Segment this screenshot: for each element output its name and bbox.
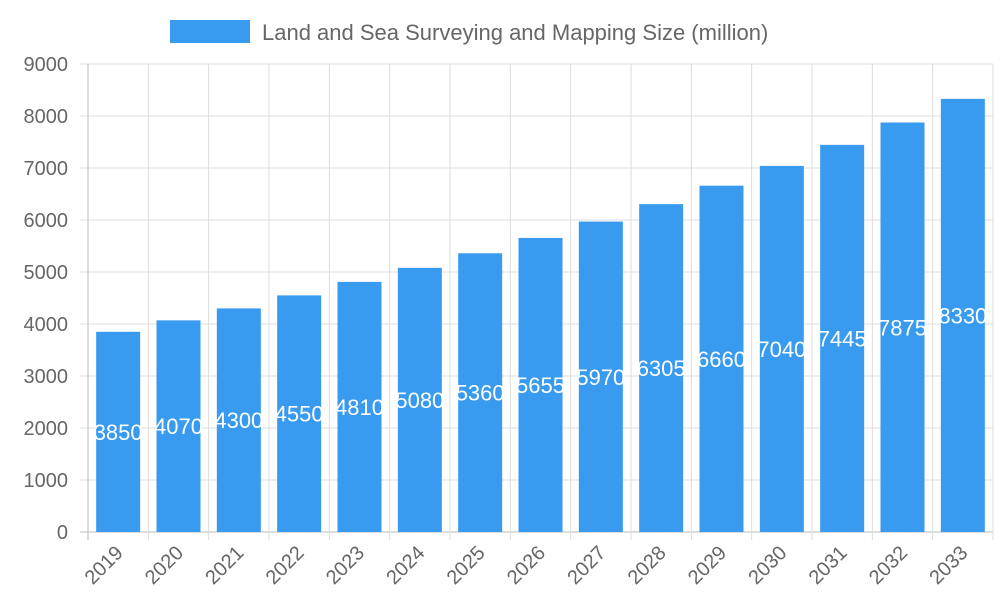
y-tick-label: 0 bbox=[57, 522, 68, 544]
data-label: 5360 bbox=[456, 381, 505, 406]
bar bbox=[880, 122, 925, 532]
bar bbox=[699, 185, 744, 532]
x-tick-label: 2027 bbox=[563, 542, 610, 589]
data-label: 4300 bbox=[214, 408, 263, 433]
data-label: 6305 bbox=[637, 356, 686, 381]
x-tick-label: 2022 bbox=[262, 542, 309, 589]
grid bbox=[80, 63, 994, 540]
y-tick-label: 6000 bbox=[24, 210, 69, 232]
bar bbox=[156, 320, 201, 532]
bar bbox=[759, 165, 804, 533]
data-label: 4810 bbox=[335, 395, 384, 420]
bar bbox=[639, 204, 684, 532]
y-tick-label: 1000 bbox=[24, 470, 69, 492]
x-tick-label: 2032 bbox=[865, 542, 912, 589]
x-tick-label: 2028 bbox=[624, 542, 671, 589]
x-tick-label: 2024 bbox=[382, 542, 429, 589]
legend-label: Land and Sea Surveying and Mapping Size … bbox=[262, 20, 768, 45]
bars bbox=[96, 98, 985, 533]
bar bbox=[820, 144, 865, 533]
data-label: 4550 bbox=[275, 402, 324, 427]
y-tick-label: 5000 bbox=[24, 262, 69, 284]
legend-swatch bbox=[170, 20, 250, 43]
bar bbox=[578, 221, 623, 532]
bar bbox=[458, 253, 503, 532]
x-tick-label: 2025 bbox=[443, 542, 490, 589]
x-tick-label: 2029 bbox=[684, 542, 731, 589]
y-tick-label: 9000 bbox=[24, 54, 69, 76]
data-label: 5080 bbox=[395, 388, 444, 413]
x-tick-label: 2030 bbox=[744, 542, 791, 589]
data-label: 8330 bbox=[938, 303, 987, 328]
data-label: 6660 bbox=[697, 347, 746, 372]
bar bbox=[397, 267, 442, 532]
x-tick-label: 2021 bbox=[201, 542, 248, 589]
bar bbox=[216, 308, 261, 532]
y-tick-label: 8000 bbox=[24, 106, 69, 128]
y-tick-label: 4000 bbox=[24, 314, 69, 336]
data-label: 4070 bbox=[154, 414, 203, 439]
bar bbox=[96, 331, 141, 532]
y-tick-label: 2000 bbox=[24, 418, 69, 440]
x-tick-label: 2020 bbox=[141, 542, 188, 589]
data-label: 3850 bbox=[94, 420, 143, 445]
x-tick-label: 2019 bbox=[81, 542, 128, 589]
bar bbox=[277, 295, 322, 532]
bar bbox=[337, 281, 382, 532]
x-tick-label: 2023 bbox=[322, 542, 369, 589]
data-label: 7040 bbox=[757, 337, 806, 362]
x-tick-label: 2026 bbox=[503, 542, 550, 589]
bar bbox=[518, 237, 563, 532]
data-label: 7445 bbox=[818, 326, 867, 351]
data-labels: 3850 4070 4300 4550 4810 5080 5360 5655 5970 6305… bbox=[94, 303, 988, 444]
x-tick-label: 2033 bbox=[925, 542, 972, 589]
legend[interactable]: Land and Sea Surveying and Mapping Size … bbox=[170, 20, 768, 45]
data-label: 5655 bbox=[516, 373, 565, 398]
y-tick-label: 3000 bbox=[24, 366, 69, 388]
y-tick-label: 7000 bbox=[24, 158, 69, 180]
bar bbox=[940, 98, 985, 532]
data-label: 7875 bbox=[878, 315, 927, 340]
x-tick-label: 2031 bbox=[805, 542, 852, 589]
data-label: 5970 bbox=[576, 365, 625, 390]
